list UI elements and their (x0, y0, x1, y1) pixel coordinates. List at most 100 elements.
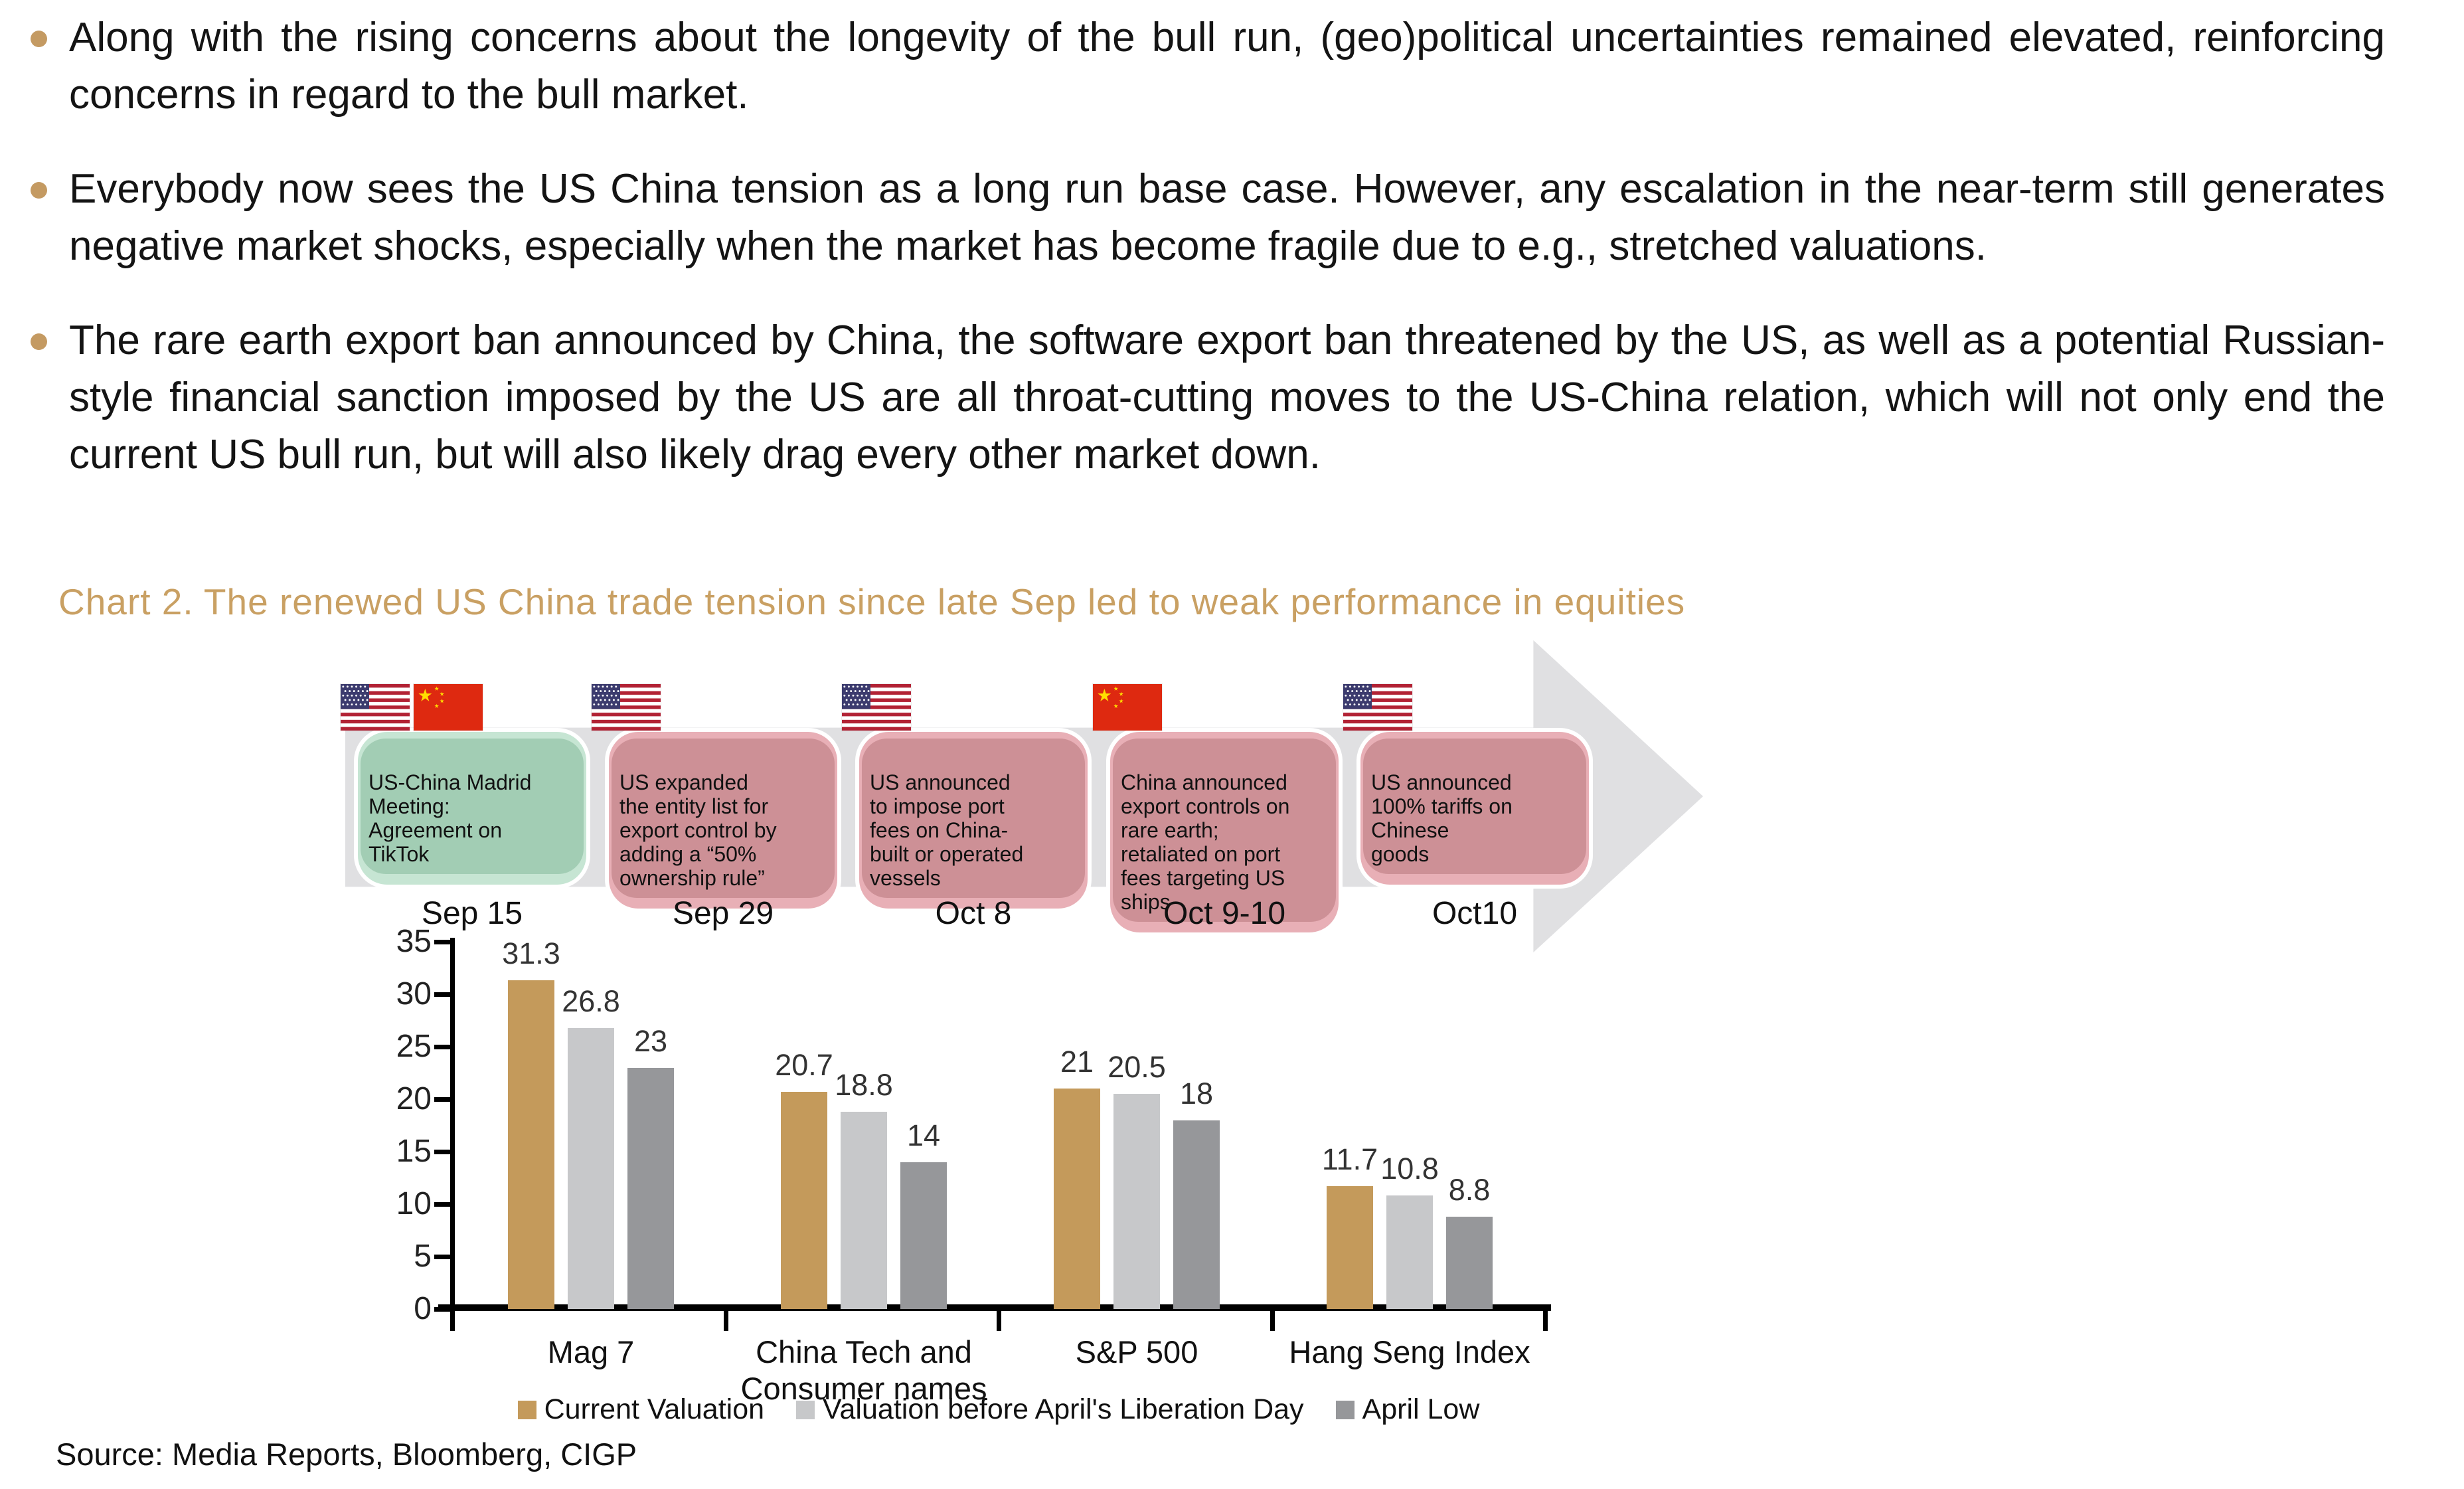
y-axis-tick (434, 940, 450, 944)
y-axis-tick-label: 5 (414, 1239, 432, 1274)
bar-group: 20.7 18.8 14 (775, 942, 947, 1309)
legend-label: April Low (1362, 1393, 1480, 1425)
timeline-event-card: US announced to impose port fees on Chin… (842, 684, 1092, 913)
bar-value-label: 31.3 (502, 936, 560, 970)
event-card-body: US-China Madrid Meeting: Agreement on Ti… (361, 739, 584, 874)
timeline-date: Sep 15 (421, 896, 523, 931)
bar-series-1 (781, 1092, 827, 1309)
y-axis-tick (434, 1202, 450, 1207)
y-axis-tick (434, 1045, 450, 1049)
timeline-event-card: US announced 100% tariffs on Chinese goo… (1343, 684, 1593, 889)
bullet-item: Everybody now sees the US China tension … (19, 161, 2385, 275)
event-text: US-China Madrid Meeting: Agreement on Ti… (369, 770, 532, 866)
flag-row (592, 684, 661, 731)
category-label: S&P 500 (1075, 1334, 1198, 1369)
y-axis-tick-label: 20 (396, 1081, 432, 1116)
x-axis-tick (1270, 1306, 1275, 1331)
bar-value-label: 21 (1060, 1045, 1094, 1079)
flag-row (1343, 684, 1412, 731)
bar-series-3 (1446, 1217, 1493, 1309)
bullet-dot-icon (31, 31, 47, 47)
event-text: US expanded the entity list for export c… (619, 770, 777, 890)
bar-group: 21 20.5 18 (1054, 942, 1220, 1309)
bar-value-label: 20.7 (775, 1048, 833, 1082)
y-axis-line (450, 938, 455, 1311)
legend-item: April Low (1335, 1393, 1480, 1426)
y-axis-tick-label: 30 (396, 976, 432, 1011)
legend-label: Current Valuation (544, 1393, 765, 1425)
x-axis-tick (723, 1306, 728, 1331)
flag-row (1093, 684, 1162, 731)
x-axis-tick (1543, 1306, 1548, 1331)
y-axis-tick-label: 0 (414, 1291, 432, 1326)
bar-series-3 (627, 1068, 674, 1309)
event-card-body: China announced export controls on rare … (1113, 739, 1336, 922)
y-axis-tick (434, 992, 450, 997)
y-axis-tick (434, 1255, 450, 1259)
bar-value-label: 8.8 (1448, 1173, 1491, 1207)
event-text: US announced 100% tariffs on Chinese goo… (1371, 770, 1513, 866)
event-card-body: US announced 100% tariffs on Chinese goo… (1363, 739, 1586, 874)
timeline-date: Oct10 (1432, 896, 1518, 931)
legend-swatch-icon (796, 1400, 815, 1419)
timeline-date: Oct 9-10 (1163, 896, 1286, 931)
bar-value-label: 11.7 (1321, 1142, 1378, 1176)
us-flag-icon (592, 684, 661, 731)
flag-row (341, 684, 483, 731)
y-axis-tick (434, 1307, 450, 1312)
bullet-dot-icon (31, 333, 47, 350)
bar-series-2 (841, 1112, 887, 1309)
bar-series-2 (568, 1028, 614, 1309)
bar-value-label: 10.8 (1380, 1152, 1439, 1185)
legend-label: Valuation before April's Liberation Day (823, 1393, 1304, 1425)
bullet-list: Along with the rising concerns about the… (19, 9, 2385, 521)
bullet-dot-icon (31, 182, 47, 199)
bar-group: 31.3 26.8 23 (502, 936, 674, 1309)
legend-item: Valuation before April's Liberation Day (796, 1393, 1304, 1426)
event-card-halo: US announced 100% tariffs on Chinese goo… (1360, 732, 1589, 885)
bar-value-label: 18 (1179, 1077, 1214, 1110)
event-card-body: US expanded the entity list for export c… (612, 739, 835, 898)
y-axis-tick (434, 1097, 450, 1102)
y-axis-tick-label: 10 (396, 1186, 432, 1221)
china-flag-icon (414, 684, 483, 731)
timeline-event-card: China announced export controls on rare … (1093, 684, 1343, 936)
bar-value-label: 23 (633, 1024, 668, 1058)
bar-value-label: 18.8 (835, 1068, 893, 1102)
category-label: Mag 7 (547, 1334, 635, 1369)
bar-series-2 (1386, 1195, 1433, 1309)
y-axis-tick (434, 1150, 450, 1154)
bar-series-1 (1327, 1186, 1373, 1309)
us-flag-icon (1343, 684, 1412, 731)
x-axis-tick (450, 1306, 455, 1331)
legend-item: Current Valuation (517, 1393, 765, 1426)
y-axis-tick-label: 15 (396, 1134, 432, 1169)
bar-series-3 (900, 1162, 947, 1309)
bullet-text: Along with the rising concerns about the… (69, 15, 2385, 118)
event-card-halo: US-China Madrid Meeting: Agreement on Ti… (358, 732, 586, 885)
bar-value-label: 20.5 (1108, 1050, 1166, 1084)
bullet-item: Along with the rising concerns about the… (19, 9, 2385, 124)
flag-row (842, 684, 911, 731)
x-axis-line (438, 1304, 1551, 1311)
event-card-body: US announced to impose port fees on Chin… (862, 739, 1085, 898)
timeline-date: Oct 8 (935, 896, 1012, 931)
bar-series-1 (1054, 1089, 1100, 1309)
bar-series-3 (1173, 1120, 1220, 1309)
event-text: US announced to impose port fees on Chin… (870, 770, 1024, 890)
timeline-event-card: US-China Madrid Meeting: Agreement on Ti… (341, 684, 590, 889)
chart-legend: Current Valuation Valuation before April'… (452, 1393, 1545, 1426)
bullet-text: Everybody now sees the US China tension … (69, 166, 2385, 269)
bar-group: 11.7 10.8 8.8 (1322, 942, 1493, 1309)
y-axis-tick-label: 35 (396, 924, 432, 959)
us-flag-icon (341, 684, 410, 731)
bullet-item: The rare earth export ban announced by C… (19, 312, 2385, 483)
category-label: Hang Seng Index (1289, 1334, 1530, 1369)
bar-series-2 (1113, 1094, 1160, 1309)
china-flag-icon (1093, 684, 1162, 731)
bar-value-label: 26.8 (562, 984, 620, 1018)
event-card-halo: US expanded the entity list for export c… (609, 732, 837, 909)
source-note: Source: Media Reports, Bloomberg, CIGP (56, 1437, 637, 1472)
timeline-event-card: US expanded the entity list for export c… (592, 684, 841, 913)
